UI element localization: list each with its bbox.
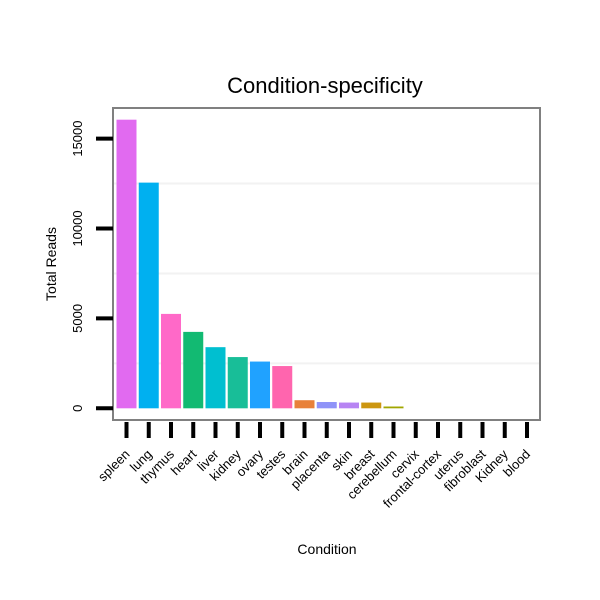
bar-spleen <box>116 119 137 409</box>
bar-skin <box>339 402 359 409</box>
y-axis: 0 5000 10000 15000 <box>70 120 113 412</box>
bar-liver <box>205 347 226 409</box>
chart-title: Condition-specificity <box>227 73 423 98</box>
bar-thymus <box>161 313 181 409</box>
bars <box>116 119 404 409</box>
x-axis-title: Condition <box>297 541 356 557</box>
bar-testes <box>272 366 293 409</box>
bar-lung <box>138 182 159 409</box>
y-tick-label: 10000 <box>70 210 85 246</box>
bar-cerebellum <box>383 406 404 409</box>
bar-placenta <box>316 402 337 409</box>
bar-heart <box>183 331 204 409</box>
bar-ovary <box>250 361 270 409</box>
y-tick-label: 0 <box>70 405 85 412</box>
plot-frame <box>112 107 541 421</box>
x-axis: spleenlungthymusheartliverkidneyovarytes… <box>95 422 533 511</box>
y-axis-title: Total Reads <box>43 227 59 301</box>
y-tick-label: 5000 <box>70 304 85 333</box>
bar-kidney <box>227 357 248 409</box>
bar-brain <box>294 400 315 409</box>
bar-breast <box>361 402 382 409</box>
y-tick-label: 15000 <box>70 120 85 156</box>
